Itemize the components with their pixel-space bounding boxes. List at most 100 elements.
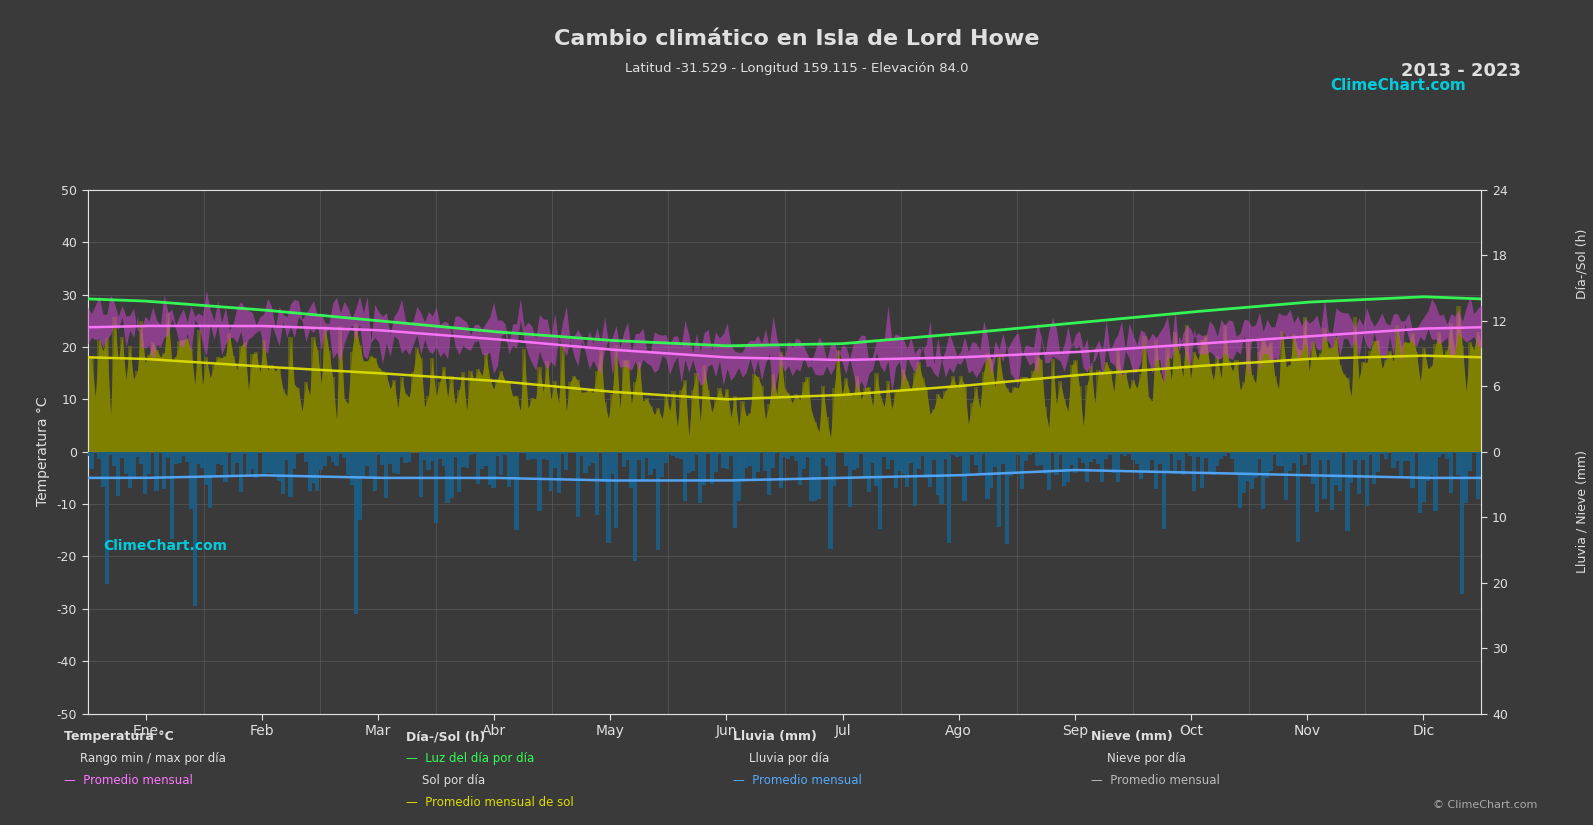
Bar <box>959 376 962 452</box>
Bar <box>1352 317 1357 452</box>
Bar <box>1303 317 1308 452</box>
Bar <box>951 452 956 455</box>
Bar <box>158 357 162 452</box>
Bar <box>859 452 863 455</box>
Bar <box>825 452 828 465</box>
Bar <box>733 396 738 452</box>
Bar <box>1077 386 1082 452</box>
Bar <box>774 394 779 452</box>
Bar <box>840 452 844 453</box>
Bar <box>155 350 159 452</box>
Bar <box>1177 452 1180 460</box>
Bar <box>851 452 855 469</box>
Bar <box>1039 360 1043 452</box>
Text: Lluvia / Nieve (mm): Lluvia / Nieve (mm) <box>1575 450 1588 573</box>
Bar <box>315 350 320 452</box>
Bar <box>921 452 924 455</box>
Bar <box>545 452 550 460</box>
Bar <box>730 452 733 456</box>
Bar <box>1319 353 1322 452</box>
Bar <box>357 345 362 452</box>
Bar <box>1153 452 1158 488</box>
Bar <box>1276 452 1281 466</box>
Bar <box>1166 452 1169 472</box>
Bar <box>1349 396 1354 452</box>
Bar <box>335 452 339 466</box>
Bar <box>518 411 523 452</box>
Bar <box>193 384 198 452</box>
Bar <box>139 452 143 464</box>
Bar <box>607 418 610 452</box>
Bar <box>1109 452 1112 455</box>
Bar <box>1088 366 1093 452</box>
Bar <box>1066 412 1070 452</box>
Bar <box>190 349 193 452</box>
Bar <box>913 452 918 507</box>
Bar <box>162 353 166 452</box>
Bar <box>1012 452 1016 474</box>
Bar <box>1112 452 1117 474</box>
Bar <box>384 452 389 498</box>
Bar <box>935 452 940 495</box>
Bar <box>583 452 588 473</box>
Bar <box>389 389 392 452</box>
Bar <box>1077 452 1082 458</box>
Bar <box>392 452 397 474</box>
Bar <box>613 345 618 452</box>
Text: —  Promedio mensual de sol: — Promedio mensual de sol <box>406 796 573 809</box>
Bar <box>978 452 981 473</box>
Bar <box>534 398 538 452</box>
Bar <box>147 355 151 452</box>
Bar <box>1322 328 1327 452</box>
Bar <box>591 393 596 452</box>
Bar <box>518 452 523 454</box>
Bar <box>362 452 365 478</box>
Bar <box>296 388 301 452</box>
Bar <box>342 452 346 458</box>
Bar <box>395 452 400 474</box>
Bar <box>771 374 776 452</box>
Bar <box>1338 452 1341 491</box>
Bar <box>1480 344 1483 452</box>
Bar <box>1388 351 1392 452</box>
Bar <box>1423 348 1426 452</box>
Bar <box>948 452 951 543</box>
Bar <box>542 452 545 459</box>
Bar <box>1246 452 1251 481</box>
Bar <box>272 370 277 452</box>
Bar <box>1295 349 1300 452</box>
Bar <box>1265 452 1270 478</box>
Bar <box>725 452 730 469</box>
Bar <box>1192 452 1196 491</box>
Bar <box>433 396 438 452</box>
Bar <box>427 452 430 470</box>
Bar <box>660 419 664 452</box>
Bar <box>779 452 782 488</box>
Bar <box>1104 452 1109 459</box>
Bar <box>354 324 358 452</box>
Bar <box>1292 452 1297 463</box>
Bar <box>921 378 924 452</box>
Bar <box>1410 452 1415 488</box>
Bar <box>962 384 967 452</box>
Bar <box>1395 325 1399 452</box>
Bar <box>446 452 449 503</box>
Bar <box>1142 337 1147 452</box>
Y-axis label: Temperatura °C: Temperatura °C <box>35 397 49 507</box>
Bar <box>1039 452 1043 464</box>
Text: Nieve (mm): Nieve (mm) <box>1091 730 1172 743</box>
Text: —  Promedio mensual: — Promedio mensual <box>64 774 193 787</box>
Bar <box>132 452 135 478</box>
Bar <box>1308 371 1311 452</box>
Bar <box>362 361 365 452</box>
Bar <box>1330 347 1335 452</box>
Bar <box>1101 374 1104 452</box>
Bar <box>350 452 354 485</box>
Bar <box>1314 452 1319 512</box>
Bar <box>1376 452 1380 472</box>
Bar <box>618 452 621 453</box>
Bar <box>749 452 752 465</box>
Bar <box>645 452 648 458</box>
Bar <box>1461 346 1464 452</box>
Bar <box>381 452 384 465</box>
